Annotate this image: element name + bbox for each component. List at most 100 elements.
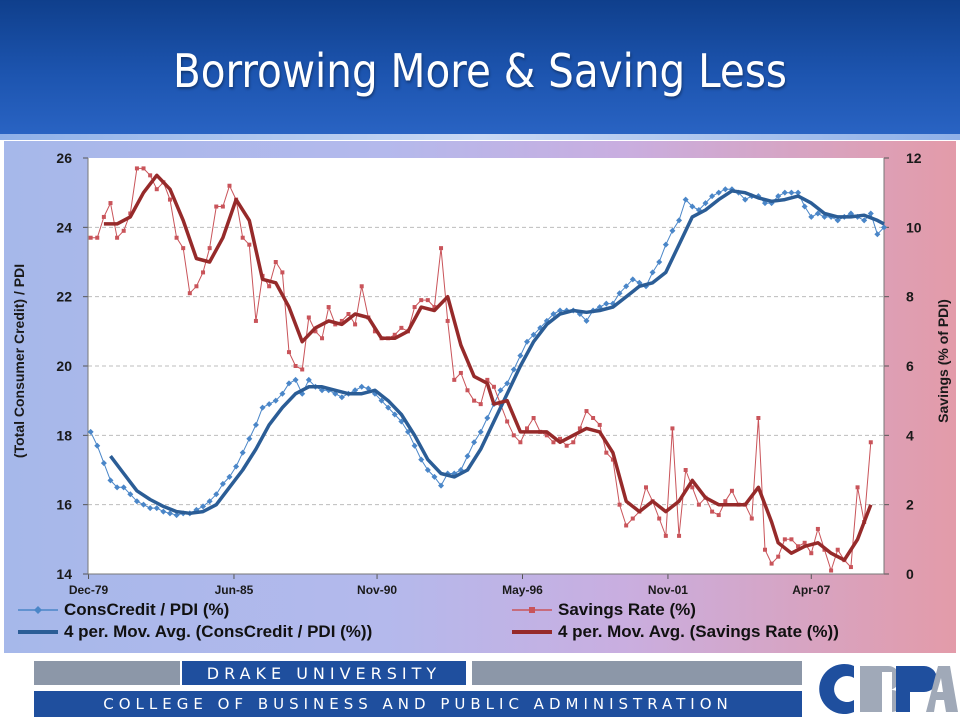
legend-label: Savings Rate (%): [558, 600, 696, 619]
credit-point: [133, 498, 140, 505]
legend-marker: [34, 606, 42, 614]
x-tick-label: Apr-07: [792, 583, 830, 597]
legend-label: 4 per. Mov. Avg. (ConsCredit / PDI (%)): [64, 622, 372, 641]
savings-point: [558, 436, 563, 441]
savings-point: [802, 540, 807, 545]
savings-point: [571, 440, 576, 445]
left-tick-label: 18: [56, 427, 72, 443]
credit-point: [252, 421, 259, 428]
credit-point: [166, 510, 173, 517]
credit-point: [775, 193, 782, 200]
savings-point: [683, 468, 688, 472]
credit-point: [266, 401, 273, 408]
footer-bar-right-top: [472, 661, 802, 685]
credit-point: [219, 480, 226, 487]
savings-point: [346, 312, 351, 316]
savings-point: [167, 197, 172, 202]
x-tick-label: May-96: [502, 583, 543, 597]
savings-point: [313, 329, 318, 334]
credit-point: [484, 415, 491, 421]
footer: DRAKE UNIVERSITY COLLEGE OF BUSINESS AND…: [0, 655, 960, 720]
credit-point: [418, 456, 425, 463]
savings-point: [439, 246, 444, 251]
savings-point: [425, 298, 430, 303]
credit-moving-average-line: [109, 189, 885, 516]
savings-point: [591, 416, 596, 420]
credit-point: [464, 453, 471, 460]
credit-point: [438, 482, 445, 489]
right-tick-label: 6: [906, 358, 914, 374]
credit-point: [279, 390, 286, 397]
savings-point: [796, 544, 801, 549]
savings-point: [227, 183, 232, 188]
savings-point: [432, 305, 437, 310]
savings-point: [769, 561, 774, 566]
savings-point: [815, 526, 820, 531]
savings-point: [551, 440, 556, 445]
credit-point: [669, 227, 676, 234]
savings-point: [829, 568, 834, 573]
savings-point: [181, 246, 186, 251]
credit-point: [424, 467, 431, 473]
credit-point: [100, 460, 107, 467]
credit-point: [795, 189, 802, 196]
savings-point: [604, 450, 609, 455]
right-tick-label: 12: [906, 150, 922, 166]
savings-point: [716, 513, 721, 518]
credit-point: [629, 276, 636, 283]
credit-point: [206, 498, 213, 505]
credit-point: [233, 463, 240, 470]
college-name: COLLEGE OF BUSINESS AND PUBLIC ADMINISTR…: [34, 691, 802, 717]
savings-point: [848, 565, 853, 570]
savings-point: [174, 235, 179, 240]
credit-point: [246, 435, 253, 442]
savings-point: [214, 204, 219, 209]
savings-point: [101, 214, 106, 219]
right-tick-label: 8: [906, 289, 914, 305]
savings-point: [544, 433, 549, 438]
credit-point: [676, 217, 683, 224]
credit-point: [867, 210, 874, 217]
cbpa-logo: CBPA: [808, 660, 958, 718]
savings-point: [729, 488, 734, 493]
savings-point: [353, 322, 358, 327]
credit-point: [200, 503, 207, 510]
savings-point: [412, 305, 417, 310]
credit-point: [431, 473, 438, 480]
savings-point: [445, 318, 450, 323]
right-tick-label: 4: [906, 427, 914, 443]
credit-point: [662, 241, 669, 248]
credit-point: [259, 404, 266, 411]
savings-point: [280, 270, 285, 275]
savings-point: [478, 402, 483, 407]
credit-point: [147, 505, 154, 512]
savings-point: [696, 502, 701, 507]
logo-text: CBPA: [882, 714, 885, 717]
savings-point: [524, 426, 529, 431]
left-tick-label: 24: [56, 219, 72, 235]
savings-point: [762, 547, 767, 552]
credit-point: [193, 506, 200, 513]
credit-point: [583, 317, 590, 324]
left-tick-label: 14: [56, 566, 72, 582]
savings-point: [148, 173, 153, 178]
right-tick-label: 0: [906, 566, 914, 582]
slide-title: Borrowing More & Saving Less: [172, 44, 788, 98]
cbpa-logo-mark: CBPA: [819, 664, 958, 717]
left-tick-label: 16: [56, 497, 72, 513]
savings-point: [835, 547, 840, 552]
savings-point: [663, 533, 668, 538]
savings-point: [372, 329, 377, 334]
left-tick-label: 20: [56, 358, 72, 374]
savings-point: [220, 204, 225, 209]
savings-point: [273, 260, 278, 264]
credit-point: [352, 387, 359, 394]
credit-point: [550, 311, 557, 317]
credit-point: [543, 317, 550, 324]
chart-panel: 14 16 18 20 22 24 26 0 2 4 6 8 10 12 Dec-79 Jun-85 Nov-9…: [4, 141, 956, 653]
credit-point: [742, 196, 749, 203]
credit-point: [153, 505, 160, 512]
savings-point: [723, 499, 728, 504]
slide-header: [0, 0, 960, 138]
savings-point: [95, 235, 100, 240]
